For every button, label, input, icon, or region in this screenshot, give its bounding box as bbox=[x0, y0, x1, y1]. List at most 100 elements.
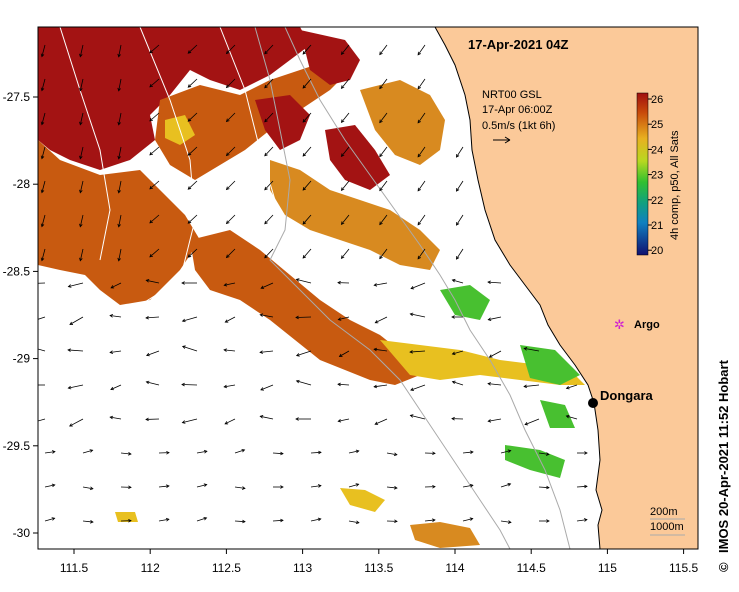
current-arrow bbox=[226, 44, 236, 54]
current-arrow-head bbox=[295, 278, 300, 282]
current-arrow bbox=[234, 486, 245, 489]
current-arrow-head bbox=[109, 415, 114, 420]
current-arrow-head bbox=[373, 283, 378, 287]
current-arrow bbox=[452, 381, 464, 386]
current-arrow-head bbox=[451, 416, 455, 421]
current-arrow bbox=[348, 450, 359, 454]
current-arrow-head bbox=[40, 223, 45, 228]
current-arrow-head bbox=[67, 348, 71, 352]
current-arrow-head bbox=[181, 281, 185, 285]
current-arrow bbox=[341, 248, 350, 259]
current-arrow-head bbox=[149, 151, 153, 156]
current-arrow-head bbox=[40, 189, 45, 194]
current-arrow-head bbox=[242, 519, 246, 524]
current-arrow bbox=[260, 282, 274, 289]
current-arrow-head bbox=[109, 350, 114, 354]
current-arrow bbox=[488, 418, 502, 422]
current-arrow bbox=[410, 282, 426, 289]
current-arrow bbox=[260, 415, 274, 420]
current-arrow-head bbox=[470, 450, 474, 454]
current-arrow-head bbox=[51, 450, 56, 454]
y-tick-label: -29.5 bbox=[3, 439, 31, 453]
y-tick-label: -30 bbox=[13, 526, 31, 540]
current-arrow-head bbox=[51, 517, 56, 521]
dongara-marker bbox=[588, 398, 598, 408]
current-arrow-head bbox=[67, 385, 72, 390]
current-arrow-head bbox=[110, 386, 114, 391]
current-arrow bbox=[68, 282, 84, 288]
current-arrow-head bbox=[259, 350, 263, 354]
current-arrow-head bbox=[507, 520, 512, 524]
current-arrow-head bbox=[224, 421, 229, 425]
current-arrow bbox=[79, 146, 84, 159]
x-tick-label: 112 bbox=[141, 561, 160, 575]
current-arrow-head bbox=[89, 486, 94, 491]
current-arrow-head bbox=[90, 520, 94, 524]
current-arrow bbox=[149, 214, 160, 224]
current-arrow-head bbox=[417, 187, 421, 192]
current-arrow-head bbox=[225, 220, 230, 225]
current-arrow bbox=[41, 248, 46, 261]
current-arrow-head bbox=[355, 483, 360, 487]
current-arrow-head bbox=[417, 221, 421, 226]
current-arrow bbox=[79, 44, 84, 57]
current-arrow bbox=[158, 485, 169, 488]
colorbar bbox=[636, 92, 649, 256]
current-arrow bbox=[272, 519, 284, 522]
current-arrow bbox=[146, 350, 160, 356]
current-arrow bbox=[226, 112, 236, 122]
current-arrow-head bbox=[145, 380, 150, 385]
current-arrow-head bbox=[317, 517, 322, 522]
sst-patch-mid-northeast bbox=[360, 80, 445, 165]
current-arrow bbox=[264, 214, 274, 225]
x-tick-label: 112.5 bbox=[212, 561, 241, 575]
current-arrow-head bbox=[379, 255, 383, 260]
current-arrow-head bbox=[487, 280, 491, 285]
current-arrow-head bbox=[565, 414, 570, 419]
current-arrow-head bbox=[181, 420, 186, 424]
current-arrow-head bbox=[260, 387, 264, 391]
current-arrow-head bbox=[51, 483, 56, 488]
land-mass bbox=[434, 27, 698, 549]
current-arrow-head bbox=[79, 87, 83, 92]
current-arrow-head bbox=[507, 482, 512, 487]
plot-frame bbox=[37, 26, 699, 550]
current-arrow bbox=[41, 112, 46, 125]
current-arrow-head bbox=[340, 85, 345, 89]
current-arrow-head bbox=[487, 419, 492, 423]
y-tick-label: -29 bbox=[13, 352, 31, 366]
current-arrow-head bbox=[379, 187, 383, 192]
current-arrow bbox=[110, 315, 122, 318]
colorbar-ticks: 26 25 24 23 22 21 20 bbox=[648, 94, 663, 257]
current-arrow bbox=[44, 451, 55, 454]
current-arrow-head bbox=[181, 382, 185, 387]
current-arrow bbox=[379, 44, 388, 55]
current-arrow-head bbox=[302, 187, 307, 191]
current-arrow-head bbox=[187, 84, 192, 88]
current-arrow-head bbox=[109, 314, 114, 318]
y-tick-label: -28 bbox=[13, 177, 31, 191]
current-arrow bbox=[417, 44, 426, 56]
current-arrow-head bbox=[340, 255, 345, 259]
current-arrow bbox=[196, 517, 207, 522]
current-arrow-head bbox=[117, 257, 121, 262]
sst-patch-warm-west bbox=[38, 140, 200, 305]
sst-patch-mid-band bbox=[270, 160, 440, 270]
current-arrow bbox=[500, 450, 511, 454]
depth-legend-1000m: 1000m bbox=[650, 521, 684, 533]
current-arrow-head bbox=[145, 279, 150, 283]
current-arrow bbox=[456, 214, 464, 226]
current-arrow-head bbox=[340, 187, 345, 191]
current-arrow-head bbox=[432, 451, 436, 456]
current-arrow-head bbox=[149, 219, 153, 224]
current-arrow bbox=[264, 112, 274, 123]
current-arrow bbox=[118, 112, 122, 125]
current-arrow bbox=[182, 418, 198, 424]
current-arrow-head bbox=[69, 423, 73, 427]
current-arrow bbox=[338, 316, 350, 321]
current-arrow-head bbox=[187, 50, 192, 54]
current-arrow bbox=[82, 486, 93, 490]
copyright-symbol: © bbox=[716, 562, 731, 572]
current-arrow-head bbox=[379, 153, 383, 158]
current-arrow-head bbox=[223, 384, 228, 389]
